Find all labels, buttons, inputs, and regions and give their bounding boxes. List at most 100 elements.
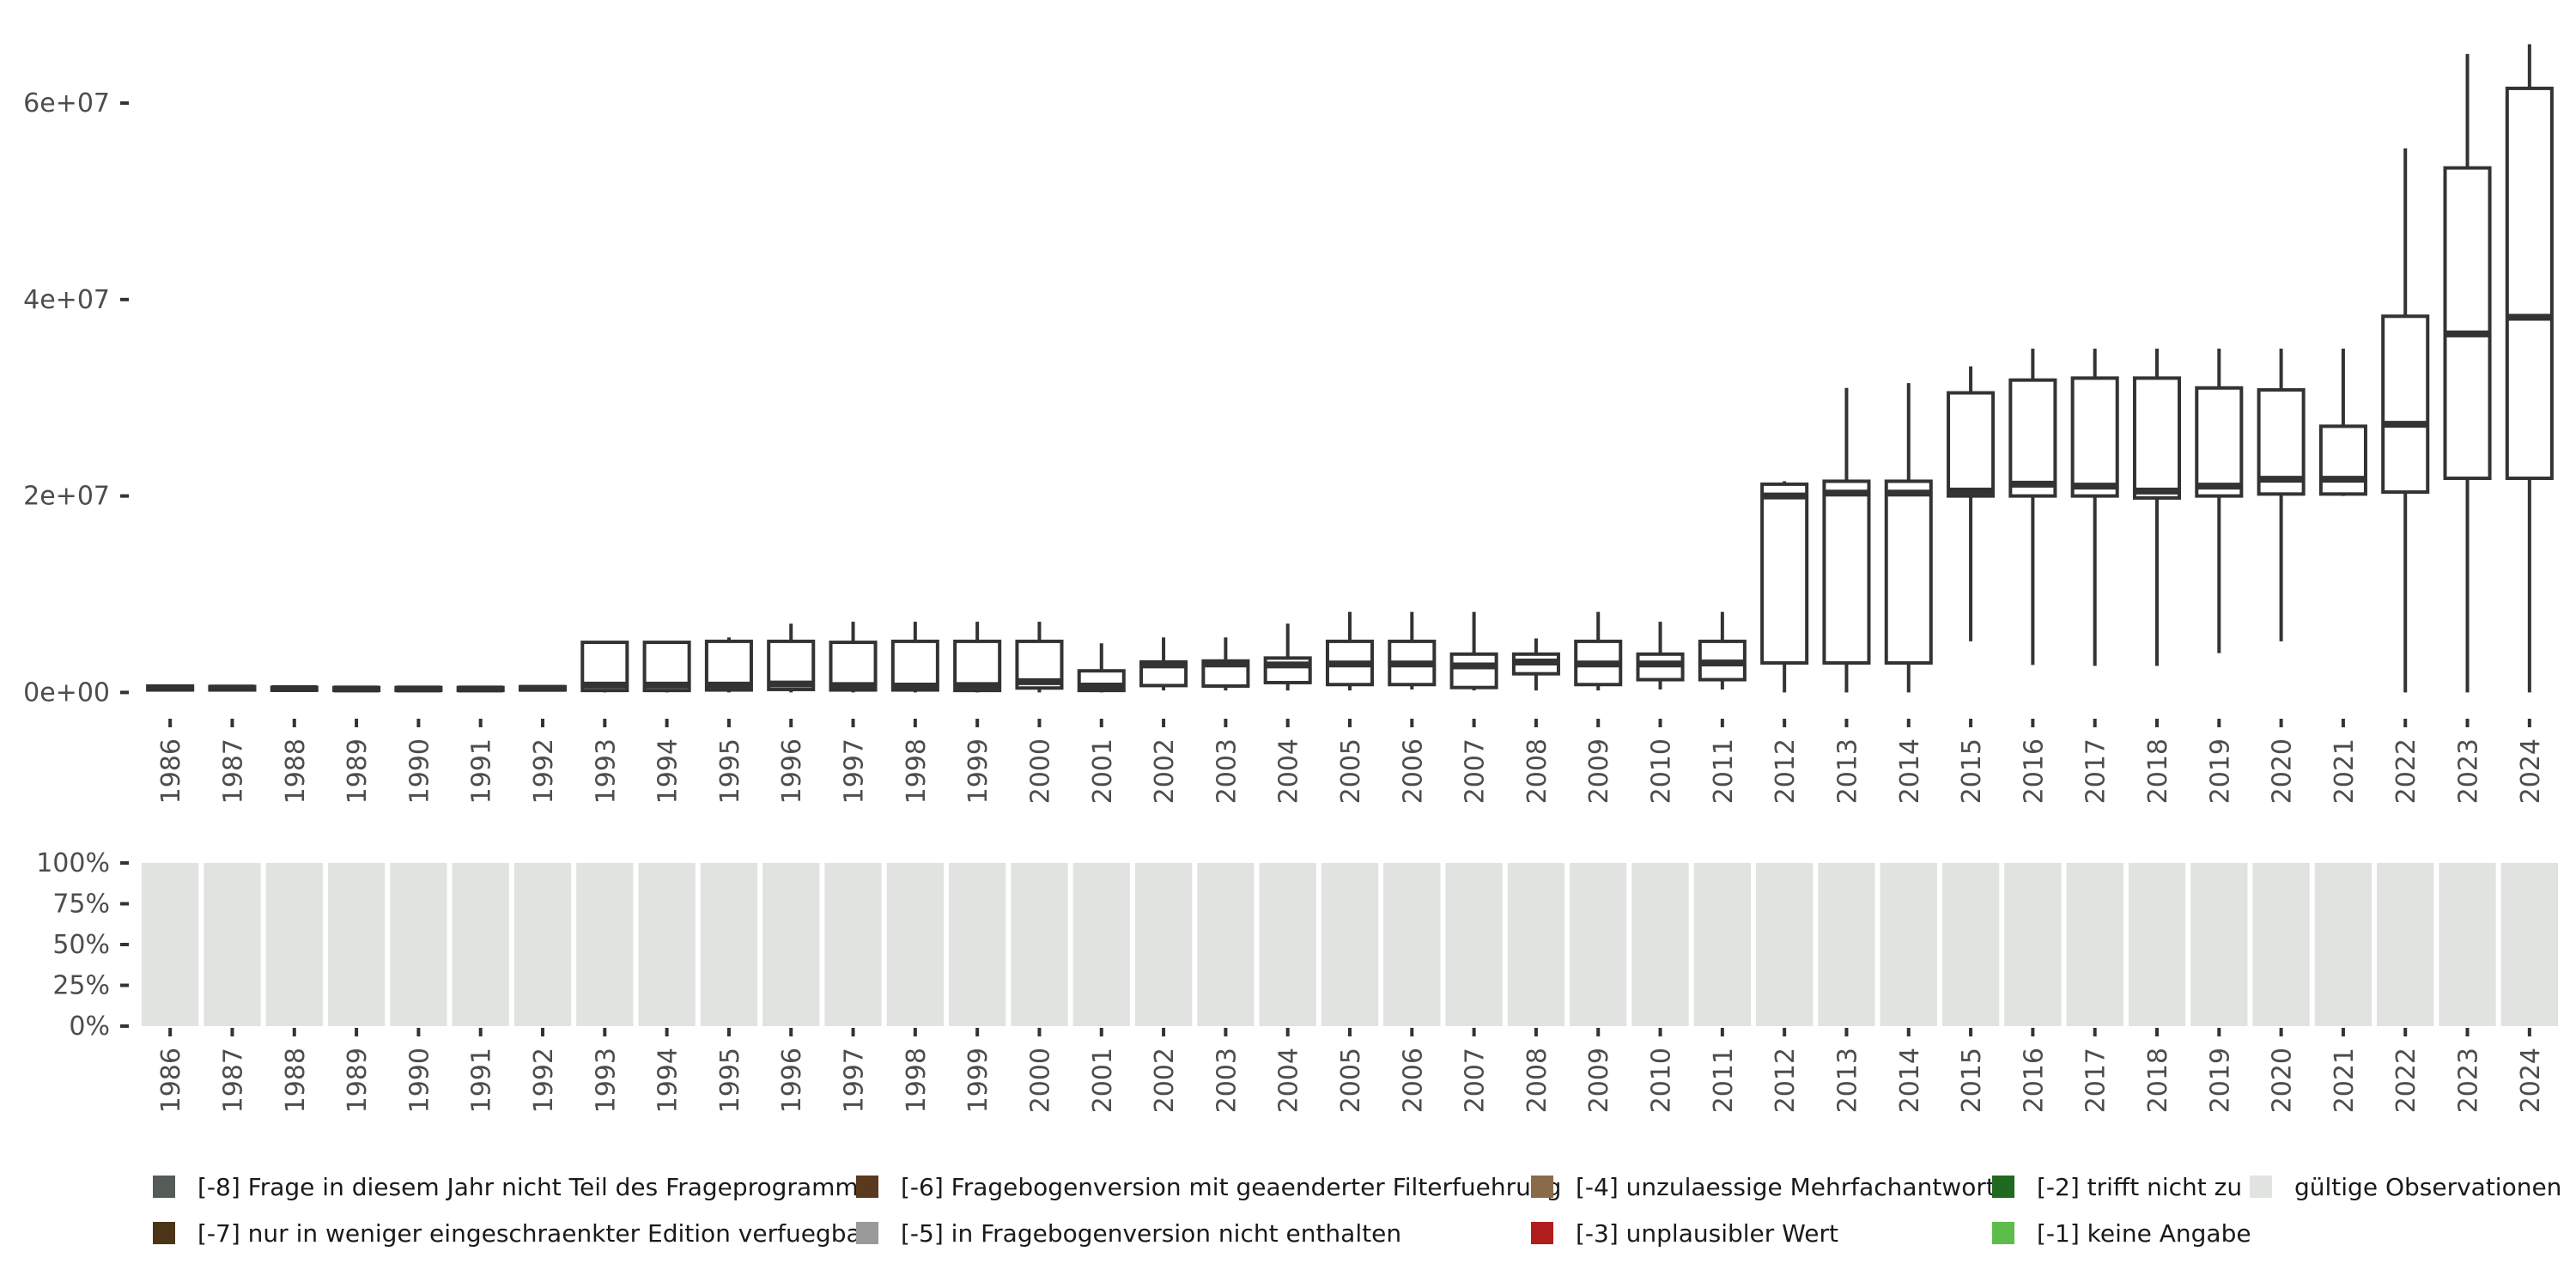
bar-segment <box>2190 863 2248 1026</box>
bar-segment <box>1880 863 1937 1026</box>
x-tick-label: 2018 <box>2143 738 2173 804</box>
bar-segment <box>2377 863 2434 1026</box>
x-tick-label: 1994 <box>653 1048 683 1113</box>
x-tick-label: 2021 <box>2330 738 2360 804</box>
box <box>1760 482 1809 665</box>
legend-item: [-5] in Fragebogenversion nicht enthalte… <box>856 1214 1401 1252</box>
x-tick-label: 1987 <box>218 1048 248 1113</box>
box <box>2195 386 2244 498</box>
x-tick-label: 2017 <box>2081 738 2111 804</box>
bar-segment <box>2004 863 2062 1026</box>
x-tick-label: 2003 <box>1212 1048 1242 1113</box>
x-tick-label: 1993 <box>591 738 621 804</box>
bar-segment <box>638 863 696 1026</box>
legend-label: [-2] trifft nicht zu <box>2037 1172 2243 1201</box>
bar-segment <box>949 863 1006 1026</box>
x-tick-label: 2001 <box>1088 738 1118 804</box>
x-tick-label: 1992 <box>529 738 559 804</box>
x-tick-label: 2013 <box>1832 1048 1862 1113</box>
box <box>1884 479 1933 665</box>
x-tick-label: 2013 <box>1832 738 1862 804</box>
bar-segment <box>886 863 944 1026</box>
box <box>1947 391 1996 498</box>
x-tick-label: 1992 <box>529 1048 559 1113</box>
x-tick-label: 1989 <box>343 1048 373 1113</box>
x-tick-label: 2000 <box>1025 738 1055 804</box>
x-tick-label: 2004 <box>1274 1048 1304 1113</box>
y-tick-label: 0% <box>69 1012 110 1042</box>
legend-label: gültige Observationen <box>2294 1172 2562 1201</box>
x-tick-label: 2006 <box>1398 1048 1428 1113</box>
x-tick-label: 2014 <box>1895 738 1925 804</box>
bar-segment <box>1197 863 1255 1026</box>
x-tick-label: 2015 <box>1957 1048 1987 1113</box>
x-tick-label: 1999 <box>963 1048 993 1113</box>
legend-label: [-8] Frage in diesem Jahr nicht Teil des… <box>197 1172 872 1201</box>
legend-label: [-7] nur in weniger eingeschraenkter Edi… <box>197 1218 872 1248</box>
legend-item: [-3] unplausibler Wert <box>1531 1214 1838 1252</box>
legend-item: [-4] unzulaessige Mehrfachantwort <box>1531 1168 1996 1206</box>
x-tick-label: 2015 <box>1957 738 1987 804</box>
x-tick-label: 1994 <box>653 738 683 804</box>
bar-segment <box>1631 863 1689 1026</box>
x-tick-label: 2002 <box>1150 738 1180 804</box>
legend-swatch <box>1531 1222 1553 1244</box>
legend-item: [-1] keine Angabe <box>1992 1214 2251 1252</box>
y-tick-label: 25% <box>52 971 110 1001</box>
bar-segment <box>452 863 509 1026</box>
box <box>2505 86 2554 481</box>
x-tick-label: 1996 <box>777 738 807 804</box>
x-tick-label: 2016 <box>2019 738 2049 804</box>
box <box>1449 652 1498 690</box>
bar-segment <box>1072 863 1130 1026</box>
bar-segment <box>1383 863 1441 1026</box>
legend-label: [-3] unplausibler Wert <box>1576 1218 1838 1248</box>
legend-label: [-6] Fragebogenversion mit geaenderter F… <box>901 1172 1562 1201</box>
bar-segment <box>1693 863 1751 1026</box>
bar-segment <box>700 863 758 1026</box>
x-tick-label: 2004 <box>1274 738 1304 804</box>
x-tick-label: 2005 <box>1336 738 1366 804</box>
box <box>890 639 939 692</box>
box <box>1822 479 1871 665</box>
x-tick-label: 1998 <box>902 1048 932 1113</box>
legend-item: gültige Observationen <box>2250 1168 2561 1206</box>
box <box>2132 376 2182 500</box>
bar-segment <box>204 863 261 1026</box>
y-tick-label: 6e+07 <box>23 88 110 118</box>
x-tick-label: 2019 <box>2205 738 2235 804</box>
x-tick-label: 2022 <box>2391 738 2421 804</box>
bar-segment <box>1941 863 2000 1026</box>
box <box>2008 378 2057 498</box>
bar-segment <box>2252 863 2310 1026</box>
x-tick-label: 2020 <box>2268 1048 2298 1113</box>
x-tick-label: 1996 <box>777 1048 807 1113</box>
legend-label: [-4] unzulaessige Mehrfachantwort <box>1576 1172 1996 1201</box>
x-tick-label: 1997 <box>840 1048 870 1113</box>
x-tick-label: 2022 <box>2391 1048 2421 1113</box>
legend-item: [-7] nur in weniger eingeschraenkter Edi… <box>153 1214 871 1252</box>
y-tick-label: 100% <box>36 848 110 878</box>
box <box>829 641 878 692</box>
bar-segment <box>1570 863 1627 1026</box>
x-tick-label: 2008 <box>1522 1048 1552 1113</box>
bar-segment <box>1818 863 1875 1026</box>
y-tick-label: 2e+07 <box>23 482 110 512</box>
x-tick-label: 2009 <box>1584 1048 1614 1113</box>
x-tick-label: 2000 <box>1025 1048 1055 1113</box>
box <box>2443 166 2492 481</box>
bar-segment <box>265 863 323 1026</box>
x-tick-label: 2012 <box>1771 738 1801 804</box>
x-tick-label: 2011 <box>1709 1048 1739 1113</box>
legend-label: [-1] keine Angabe <box>2037 1218 2251 1248</box>
x-tick-label: 1991 <box>467 738 497 804</box>
x-tick-label: 2007 <box>1461 738 1491 804</box>
bar-segment <box>1259 863 1316 1026</box>
legend-item: [-2] trifft nicht zu <box>1992 1168 2242 1206</box>
x-tick-label: 1998 <box>902 738 932 804</box>
x-tick-label: 1995 <box>715 738 745 804</box>
bar-segment <box>762 863 820 1026</box>
x-tick-label: 1990 <box>404 1048 434 1113</box>
box <box>2381 314 2430 495</box>
